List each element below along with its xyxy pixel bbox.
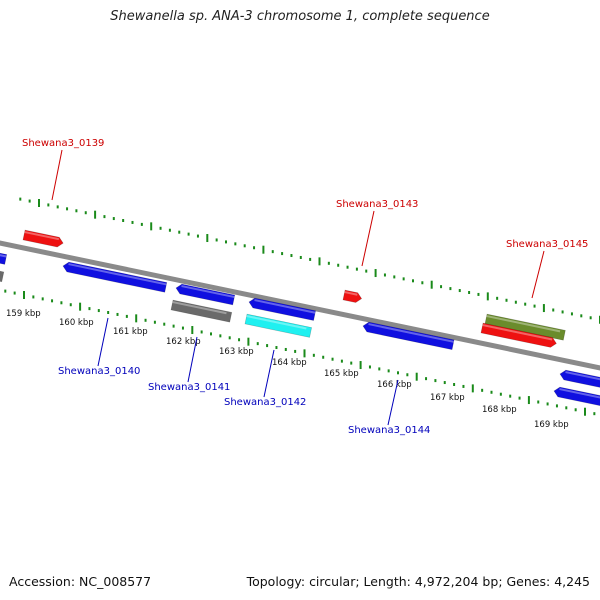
feature-blue-right-a[interactable]: [559, 369, 600, 390]
feature-partial-left[interactable]: [0, 252, 8, 265]
feature-shewana3-0142[interactable]: [244, 313, 312, 338]
gene-shewana3-0143-leader-line: [361, 210, 375, 267]
kbp-label: 169 kbp: [534, 420, 569, 430]
kbp-label-layer: 159 kbp 160 kbp 161 kbp 162 kbp 163 kbp 164 k…: [6, 309, 569, 430]
feature-shewana3-0140-highlight: [68, 263, 167, 286]
feature-red-right-highlight: [482, 324, 553, 341]
feature-blue-a[interactable]: [175, 283, 236, 306]
feature-shewana3-0144-shape: [362, 321, 455, 350]
feature-partial-left-gray[interactable]: [0, 269, 5, 283]
inner-tick-ring: [4, 289, 596, 416]
gene-shewana3-0144-label[interactable]: Shewana3_0144: [348, 425, 430, 436]
feature-partial-left-gray-shape: [0, 269, 5, 283]
kbp-label: 168 kbp: [482, 405, 517, 415]
feature-shewana3-0139-shape: [22, 229, 64, 248]
kbp-label: 161 kbp: [113, 327, 148, 337]
feature-blue-b[interactable]: [248, 297, 316, 321]
gene-shewana3-0144-leader-line: [387, 379, 399, 426]
kbp-label: 163 kbp: [219, 347, 254, 357]
gene-shewana3-0142-leader-line: [263, 349, 275, 398]
gene-shewana3-0145-label[interactable]: Shewana3_0145: [506, 239, 588, 250]
feature-shewana3-0142-highlight: [246, 315, 307, 330]
accession-info: Accession: NC_008577: [9, 574, 151, 589]
kbp-label: 164 kbp: [272, 358, 307, 368]
feature-shewana3-0141-shape: [170, 299, 233, 323]
feature-shewana3-0142-shape: [244, 313, 312, 338]
feature-shewana3-0139[interactable]: [22, 229, 64, 248]
feature-shewana3-0140-shape: [62, 261, 168, 293]
gene-shewana3-0139-label[interactable]: Shewana3_0139: [22, 138, 104, 149]
length-value: 4,972,204 bp: [414, 574, 499, 589]
feature-shewana3-0144-highlight: [368, 323, 454, 343]
gene-shewana3-0142-label[interactable]: Shewana3_0142: [224, 397, 306, 408]
kbp-label: 162 kbp: [166, 337, 201, 347]
gene-shewana3-0143-label[interactable]: Shewana3_0143: [336, 199, 418, 210]
feature-shewana3-0145-shape: [484, 313, 566, 341]
feature-partial-left-shape: [0, 252, 8, 265]
feature-red-right-shape: [480, 322, 557, 348]
feature-shewana3-0145[interactable]: [484, 313, 566, 341]
topology-value: circular: [309, 574, 356, 589]
feature-shewana3-0143-highlight: [344, 291, 358, 296]
gene-shewana3-0140-label[interactable]: Shewana3_0140: [58, 366, 140, 377]
feature-shewana3-0144[interactable]: [362, 321, 455, 350]
feature-blue-right-b[interactable]: [553, 386, 600, 408]
feature-partial-left-highlight: [0, 254, 7, 258]
feature-shewana3-0139-highlight: [24, 231, 60, 241]
gene-shewana3-0139-leader-line: [51, 149, 63, 201]
feature-shewana3-0140[interactable]: [62, 261, 168, 293]
genes-label: Genes:: [506, 574, 551, 589]
accession-value: NC_008577: [79, 574, 152, 589]
kbp-label: 167 kbp: [430, 393, 465, 403]
feature-blue-right-a-highlight: [565, 371, 600, 382]
length-label: Length:: [363, 574, 411, 589]
feature-blue-right-a-shape: [559, 369, 600, 390]
gene-shewana3-0141-label[interactable]: Shewana3_0141: [148, 382, 230, 393]
feature-shewana3-0145-highlight: [486, 315, 561, 333]
topology-label: Topology:: [246, 574, 306, 589]
kbp-label: 165 kbp: [324, 369, 359, 379]
feature-shewana3-0141[interactable]: [170, 299, 233, 323]
kbp-label: 160 kbp: [59, 318, 94, 328]
gene-shewana3-0145-leader-line: [531, 250, 545, 299]
outer-tick-ring: [19, 197, 600, 324]
feature-shewana3-0141-highlight: [172, 301, 227, 315]
kbp-label: 166 kbp: [377, 380, 412, 390]
feature-blue-a-highlight: [181, 285, 235, 299]
feature-shewana3-0143-shape: [342, 289, 363, 303]
gene-shewana3-0141-leader-line: [187, 336, 198, 383]
gene-label-layer: Shewana3_0139 Shewana3_0140 Shewana3_0141 S…: [22, 138, 588, 436]
feature-blue-right-b-highlight: [559, 388, 600, 401]
genes-value: 4,245: [554, 574, 590, 589]
map-title: Shewanella sp. ANA-3 chromosome 1, compl…: [110, 9, 490, 24]
feature-blue-b-highlight: [254, 299, 316, 314]
feature-shewana3-0143[interactable]: [342, 289, 363, 303]
feature-red-right[interactable]: [480, 322, 557, 348]
feature-layer: [0, 229, 600, 408]
feature-blue-b-shape: [248, 297, 316, 321]
sequence-summary: Topology: circular; Length: 4,972,204 bp…: [246, 574, 590, 589]
gene-shewana3-0140-leader-line: [97, 317, 109, 367]
accession-label: Accession:: [9, 574, 76, 589]
chromosome-backbone: [0, 240, 600, 371]
kbp-label: 159 kbp: [6, 309, 41, 319]
feature-blue-a-shape: [175, 283, 236, 306]
